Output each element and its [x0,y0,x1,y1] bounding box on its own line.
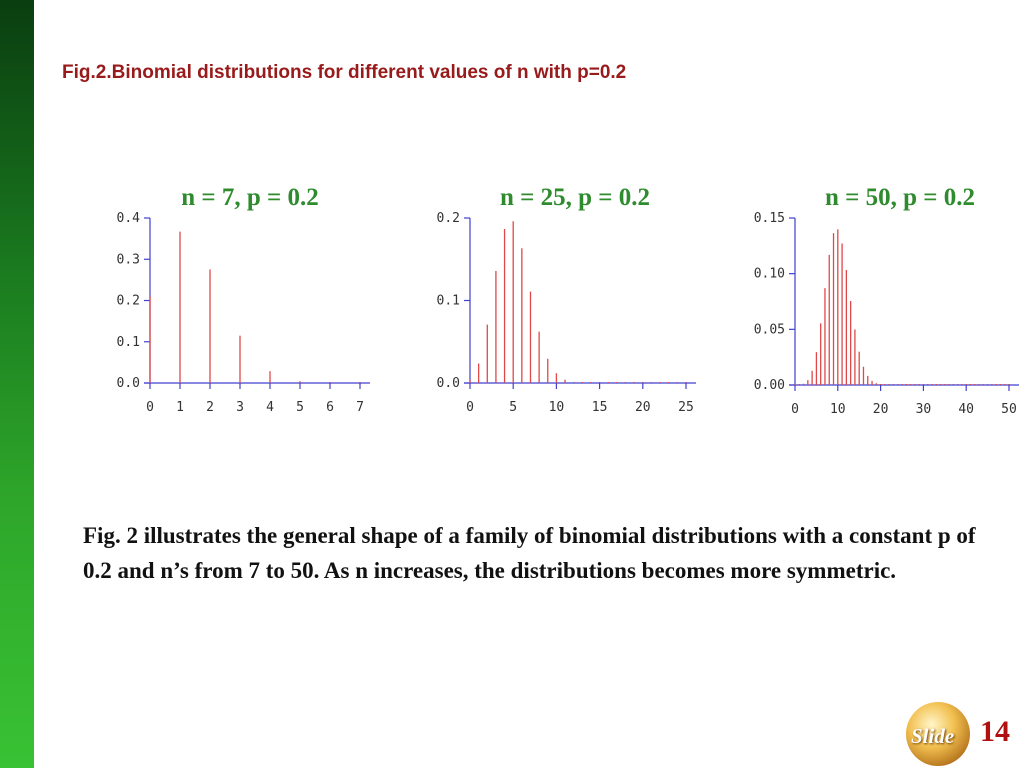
x-tick-label: 7 [356,400,364,415]
chart-n50: n = 50, p = 0.2 0.00 0.05 0.10 0.15 0 10 20 30 40… [754,184,1019,417]
y-tick-label: 0.1 [117,335,140,350]
x-tick-label: 0 [791,402,799,417]
chart-title: n = 7, p = 0.2 [181,184,319,211]
chart-title: n = 25, p = 0.2 [500,184,650,211]
y-tick-label: 0.0 [437,376,460,391]
y-tick-label: 0.2 [117,294,140,309]
y-tick-label: 0.0 [117,376,140,391]
slide-badge-icon [906,702,970,766]
x-tick-label: 50 [1001,402,1017,417]
decorative-side-bar [0,0,34,768]
chart-title: n = 50, p = 0.2 [825,184,975,211]
y-tick-label: 0.15 [754,211,785,226]
y-tick-label: 0.00 [754,378,785,393]
y-tick-label: 0.4 [117,211,141,226]
x-tick-label: 40 [958,402,974,417]
x-tick-label: 1 [176,400,184,415]
figure-caption: Fig.2.Binomial distributions for differe… [62,62,627,83]
x-tick-label: 4 [266,400,274,415]
x-tick-label: 30 [916,402,932,417]
x-tick-label: 10 [830,402,846,417]
x-tick-label: 25 [678,400,694,415]
slide-number: 14 [980,715,1010,748]
x-tick-label: 10 [549,400,565,415]
x-tick-label: 20 [635,400,651,415]
x-tick-label: 20 [873,402,889,417]
y-tick-label: 0.1 [437,294,460,309]
y-tick-label: 0.05 [754,322,785,337]
chart-n25: n = 25, p = 0.2 0.0 0.1 0.2 0 5 10 15 20 25 [437,184,696,415]
slide-badge: Slide [904,700,972,768]
x-tick-label: 6 [326,400,334,415]
x-tick-label: 0 [146,400,154,415]
slide-label: Slide [911,724,955,748]
x-tick-label: 5 [509,400,517,415]
x-tick-label: 3 [236,400,244,415]
chart-n7: n = 7, p = 0.2 0.0 0.1 0.2 0.3 0.4 0 1 2 3 4 5 6 7 [117,184,370,415]
y-tick-label: 0.2 [437,211,460,226]
x-tick-label: 5 [296,400,304,415]
x-tick-label: 15 [592,400,608,415]
description-paragraph: Fig. 2 illustrates the general shape of … [83,523,976,583]
x-tick-label: 0 [466,400,474,415]
y-tick-label: 0.3 [117,252,140,267]
x-tick-label: 2 [206,400,214,415]
y-tick-label: 0.10 [754,267,785,282]
